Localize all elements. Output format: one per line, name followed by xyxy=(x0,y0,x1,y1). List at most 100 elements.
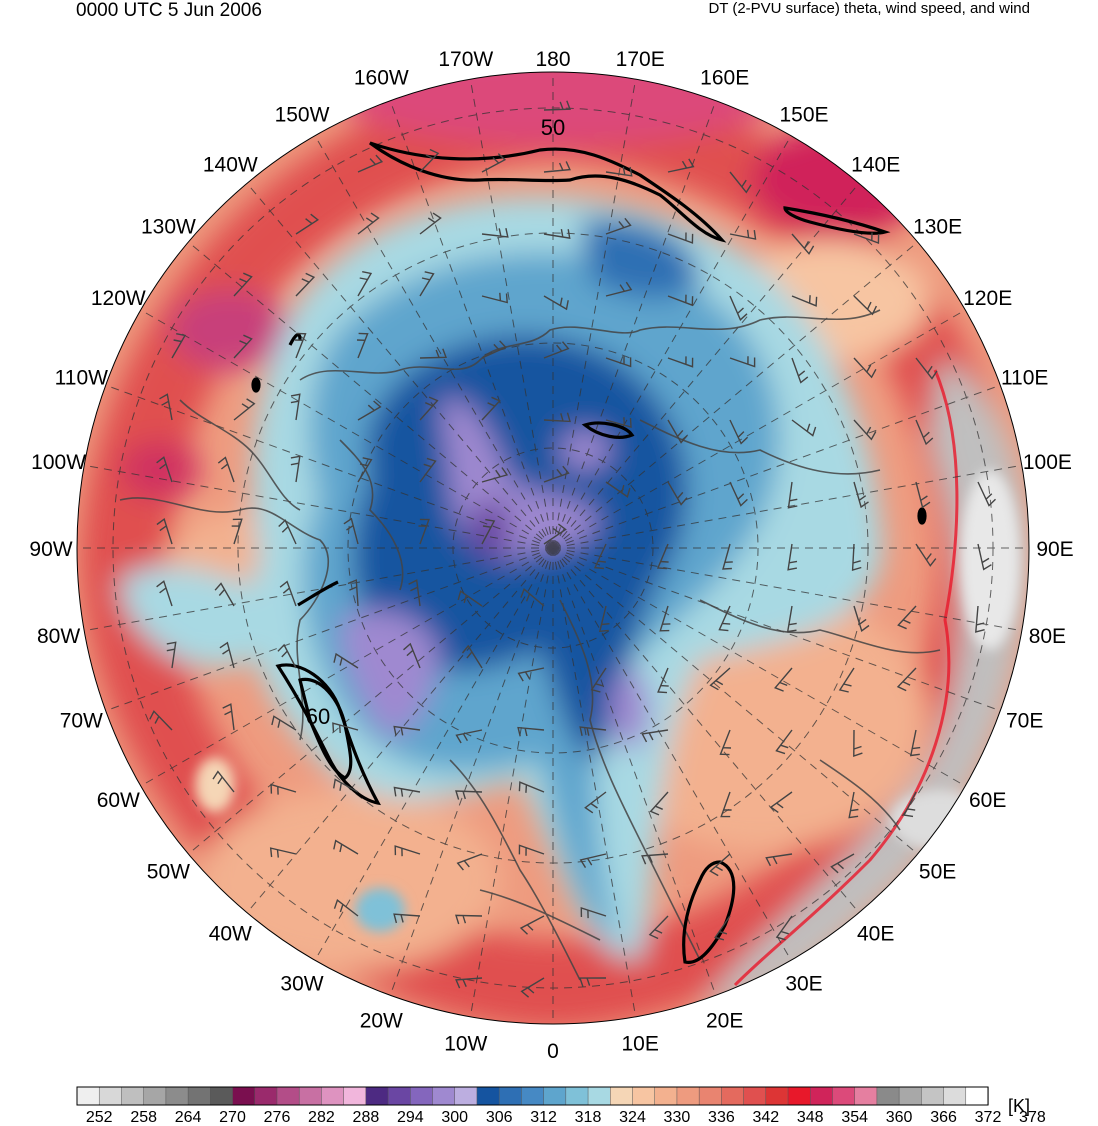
wind-barb xyxy=(791,357,809,384)
longitude-label: 140W xyxy=(203,153,258,176)
colorbar-swatch xyxy=(743,1086,767,1106)
wind-barb xyxy=(593,543,607,570)
wind-barb xyxy=(977,543,992,571)
wind-barb xyxy=(408,579,421,607)
wind-barb xyxy=(774,667,793,692)
wind-barb xyxy=(456,853,483,871)
wind-barb xyxy=(233,272,253,297)
wind-barb xyxy=(418,518,430,545)
colorbar-swatch xyxy=(610,1086,634,1106)
meridian-line xyxy=(469,547,554,1017)
wind-barb xyxy=(848,791,859,819)
longitude-label: 130E xyxy=(913,215,962,238)
wind-barb xyxy=(357,400,382,421)
wind-barb xyxy=(641,853,669,865)
meridian-line xyxy=(314,135,554,549)
wind-barb xyxy=(765,853,793,867)
wind-barb xyxy=(915,543,937,567)
meridian-line xyxy=(552,309,966,549)
longitude-label: 30W xyxy=(280,973,323,996)
colorbar-swatch xyxy=(854,1086,878,1106)
wind-barb xyxy=(543,161,571,173)
wind-barb xyxy=(720,791,732,818)
wind-barb xyxy=(520,588,545,607)
colorbar-swatch xyxy=(832,1086,856,1106)
wind-barb xyxy=(156,456,173,483)
wind-barb xyxy=(714,915,731,941)
wind-barb xyxy=(729,419,749,445)
longitude-label: 10E xyxy=(622,1032,659,1055)
wind-barb xyxy=(543,100,572,111)
longitude-label: 50E xyxy=(919,861,956,884)
wind-barb xyxy=(543,523,567,545)
longitude-label: 80E xyxy=(1029,625,1066,648)
wind-barb xyxy=(787,543,798,571)
wind-barb xyxy=(851,543,862,571)
wind-barb xyxy=(419,396,439,421)
contour-label-60: 60 xyxy=(306,704,330,729)
wind-barb xyxy=(517,726,545,737)
meridian-line xyxy=(552,547,1022,632)
wind-barb xyxy=(641,729,669,743)
wind-barb xyxy=(659,605,671,632)
wind-barb xyxy=(333,899,359,917)
meridian-line xyxy=(140,309,554,549)
colorbar-tick-label: 360 xyxy=(886,1109,913,1126)
wind-barb xyxy=(718,605,731,632)
longitude-label: 80W xyxy=(37,625,80,648)
wind-barb xyxy=(915,419,934,446)
wind-barb xyxy=(853,729,863,757)
longitude-label: 120E xyxy=(963,287,1012,310)
wind-barb xyxy=(520,977,545,998)
meridian-line xyxy=(552,384,1001,549)
colorbar-tick-label: 312 xyxy=(530,1109,557,1126)
meridian-line xyxy=(552,183,860,549)
graticule xyxy=(77,72,1029,1024)
wind-barb xyxy=(598,605,610,633)
wind-barb xyxy=(219,641,235,669)
wind-barb xyxy=(295,213,319,235)
meridian-line xyxy=(552,547,860,913)
longitude-label: 100E xyxy=(1023,451,1072,474)
colorbar-swatch xyxy=(410,1086,434,1106)
wind-barb xyxy=(605,356,632,368)
colorbar-tick-label: 282 xyxy=(308,1109,335,1126)
colorbar-swatch xyxy=(521,1086,545,1106)
colorbar-swatch xyxy=(565,1086,589,1106)
colorbar-tick-label: 306 xyxy=(486,1109,513,1126)
wind-barb xyxy=(455,977,483,989)
meridian-line xyxy=(246,547,554,913)
wind-barb xyxy=(269,847,297,858)
meridian-line xyxy=(188,241,554,549)
wind-barb xyxy=(290,393,301,421)
colorbar-tick-label: 252 xyxy=(86,1109,113,1126)
wind-barb xyxy=(909,729,921,757)
colorbar-swatch xyxy=(698,1086,723,1106)
meridian-line xyxy=(389,100,554,549)
longitude-label: 50W xyxy=(147,861,190,884)
wind-barb xyxy=(590,667,607,693)
colorbar-swatch xyxy=(121,1086,145,1106)
colorbar-tick-label: 354 xyxy=(841,1109,868,1126)
colorbar-swatch xyxy=(876,1086,900,1106)
wind-barb xyxy=(149,710,173,731)
wind-barb xyxy=(838,667,855,693)
wind-barb xyxy=(709,667,731,691)
colorbar-tick-label: 318 xyxy=(575,1109,602,1126)
longitude-label: 60W xyxy=(97,789,140,812)
wind-barb xyxy=(791,233,815,255)
map-boundary xyxy=(76,71,1030,1025)
colorbar-frame xyxy=(76,1086,989,1106)
colorbar-unit: [K] xyxy=(1008,1096,1030,1116)
meridian-line xyxy=(105,384,554,549)
longitude-label: 10W xyxy=(444,1032,487,1055)
wind-barb xyxy=(171,333,187,359)
wind-barb xyxy=(729,295,748,321)
wind-barb xyxy=(419,271,435,297)
colorbar-swatch xyxy=(721,1086,745,1106)
meridian-line xyxy=(389,547,554,996)
colorbar-swatch xyxy=(654,1086,678,1106)
colorbar-swatch xyxy=(454,1086,478,1106)
wind-barb xyxy=(270,783,297,795)
wind-barb xyxy=(605,217,632,235)
